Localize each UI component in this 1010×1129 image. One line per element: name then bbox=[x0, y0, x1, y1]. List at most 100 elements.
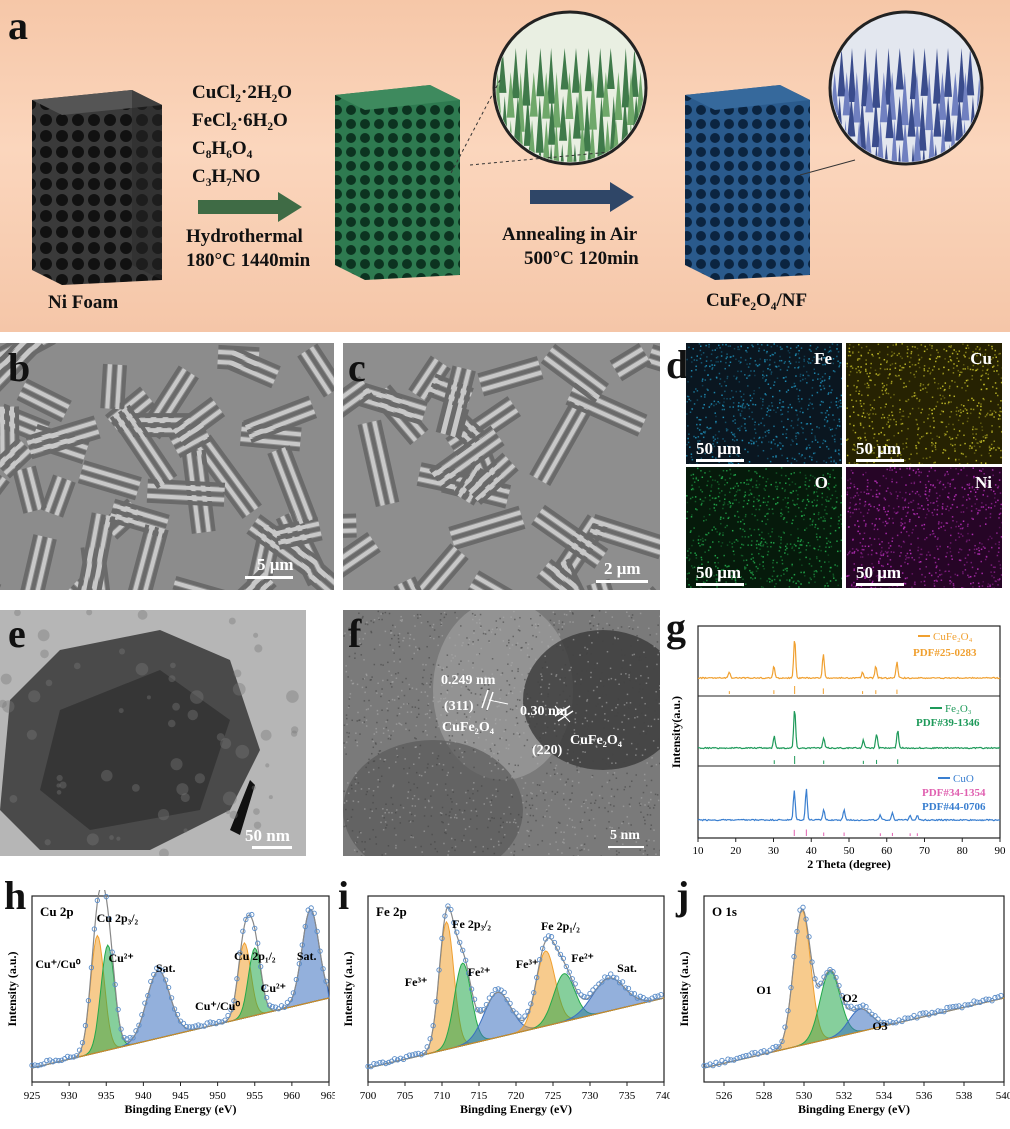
panel-letter-a: a bbox=[8, 3, 28, 48]
xps-data-point bbox=[581, 993, 587, 1000]
xps-data-point bbox=[448, 906, 454, 913]
xps-data-point bbox=[914, 1015, 920, 1021]
xps-ylabel: Intensity (a.u.) bbox=[677, 951, 691, 1026]
xps-data-point bbox=[56, 1057, 62, 1064]
xps-data-point bbox=[959, 1005, 965, 1011]
xps-data-point bbox=[965, 1002, 971, 1008]
xps-data-point bbox=[628, 990, 635, 997]
xps-data-point bbox=[430, 1023, 436, 1029]
xps-peak-label: Fe²⁺ bbox=[571, 951, 594, 965]
xps-data-point bbox=[962, 1002, 968, 1008]
xps-data-point bbox=[162, 977, 169, 983]
xps-peak-label: Fe 2p₁/₂ bbox=[541, 919, 580, 933]
xps-data-point bbox=[160, 968, 166, 974]
scale-bar-c bbox=[596, 580, 648, 583]
plane-1: (311) bbox=[444, 699, 474, 714]
xps-x-tick-label: 930 bbox=[61, 1090, 78, 1102]
xps-data-point bbox=[168, 995, 175, 1001]
xps-data-point bbox=[266, 1002, 273, 1008]
xps-x-tick-label: 925 bbox=[24, 1090, 41, 1102]
xps-data-point bbox=[605, 974, 611, 981]
scale-label-b: 5 μm bbox=[257, 555, 294, 574]
xps-data-point bbox=[929, 1009, 935, 1016]
xps-data-point bbox=[728, 1057, 734, 1063]
xps-x-tick-label: 530 bbox=[796, 1090, 813, 1102]
xps-data-point bbox=[593, 984, 599, 990]
xps-data-point bbox=[842, 999, 848, 1006]
xps-data-point bbox=[737, 1054, 743, 1061]
xps-data-point bbox=[483, 1002, 490, 1008]
xrd-legend-pdf-fe2o3: PDF#39-1346 bbox=[916, 717, 980, 729]
panel-letter-b: b bbox=[8, 345, 31, 390]
xps-data-point bbox=[32, 1062, 38, 1068]
xps-data-point bbox=[599, 979, 605, 985]
xps-data-point bbox=[539, 945, 546, 952]
xps-data-point bbox=[613, 975, 620, 981]
xps-data-point bbox=[863, 1003, 869, 1010]
xrd-x-tick-label: 60 bbox=[881, 845, 893, 857]
xps-data-point bbox=[566, 969, 572, 975]
xps-data-point bbox=[622, 985, 629, 991]
xps-data-point bbox=[839, 992, 845, 999]
xps-data-point bbox=[658, 991, 664, 998]
xps-data-point bbox=[91, 926, 98, 932]
edx-map-fe: Fe 50 μm bbox=[686, 343, 842, 464]
xps-data-point bbox=[377, 1059, 383, 1066]
xps-data-point bbox=[421, 1050, 427, 1056]
xps-data-point bbox=[365, 1063, 371, 1070]
xps-data-point bbox=[189, 1024, 196, 1030]
scale-bar-f bbox=[608, 846, 644, 848]
xps-data-point bbox=[938, 1008, 944, 1014]
xps-data-point bbox=[551, 939, 558, 946]
xps-data-point bbox=[394, 1057, 401, 1063]
xps-fit-envelope bbox=[703, 908, 1003, 1069]
edx-scale-cu: 50 μm bbox=[856, 439, 902, 458]
xps-data-point bbox=[130, 1035, 136, 1041]
xps-data-point bbox=[397, 1055, 404, 1061]
xps-data-point bbox=[830, 969, 836, 975]
edx-map-ni: Ni 50 μm bbox=[846, 467, 1002, 588]
xps-data-point bbox=[785, 1008, 791, 1014]
xps-data-point bbox=[415, 1050, 421, 1057]
xps-data-point bbox=[920, 1010, 926, 1016]
xps-data-point bbox=[50, 1059, 56, 1065]
xps-data-point bbox=[935, 1008, 941, 1014]
xps-data-point bbox=[403, 1053, 410, 1060]
xps-data-point bbox=[992, 994, 998, 1001]
xrd-x-tick-label: 80 bbox=[957, 845, 969, 857]
xps-data-point bbox=[290, 990, 297, 996]
xps-o1s-chart: 526 528 530 532 534 536 538 540 Bingding Energy … bbox=[677, 895, 1010, 1116]
xps-data-point bbox=[76, 1047, 83, 1053]
xps-data-point bbox=[590, 987, 596, 993]
blue-foam-image bbox=[685, 85, 810, 280]
xps-x-tick-label: 532 bbox=[836, 1090, 853, 1102]
xrd-x-tick-label: 70 bbox=[919, 845, 931, 857]
xps-data-point bbox=[53, 1057, 59, 1063]
xps-data-point bbox=[998, 992, 1004, 999]
ni-foam-image bbox=[32, 90, 162, 285]
xps-data-point bbox=[79, 1040, 86, 1046]
xps-data-point bbox=[391, 1056, 398, 1062]
xps-data-point bbox=[968, 1001, 974, 1007]
xps-data-point bbox=[246, 912, 252, 918]
xps-data-point bbox=[941, 1009, 947, 1015]
xps-data-point bbox=[409, 1052, 416, 1058]
xps-data-point bbox=[507, 1000, 513, 1007]
xrd-x-tick-label: 20 bbox=[730, 845, 742, 857]
xps-data-point bbox=[797, 907, 803, 913]
xps-data-point bbox=[148, 978, 154, 985]
reagent-1: CuCl₂·2H₂O bbox=[192, 82, 293, 103]
xps-data-point bbox=[186, 1024, 193, 1030]
xps-data-point bbox=[124, 1036, 130, 1042]
xps-data-point bbox=[776, 1044, 782, 1050]
xps-data-point bbox=[995, 994, 1001, 1000]
blue-nanostructure-zoom bbox=[828, 10, 984, 166]
xps-data-point bbox=[905, 1015, 911, 1021]
xps-data-point bbox=[261, 984, 267, 990]
xps-x-tick-label: 730 bbox=[582, 1090, 599, 1102]
green-nanostructure-zoom bbox=[492, 10, 648, 166]
xps-data-point bbox=[872, 1013, 878, 1019]
xps-data-point bbox=[471, 996, 478, 1002]
panel-letter-d: d bbox=[666, 342, 689, 387]
panel-letter-g: g bbox=[666, 605, 686, 650]
